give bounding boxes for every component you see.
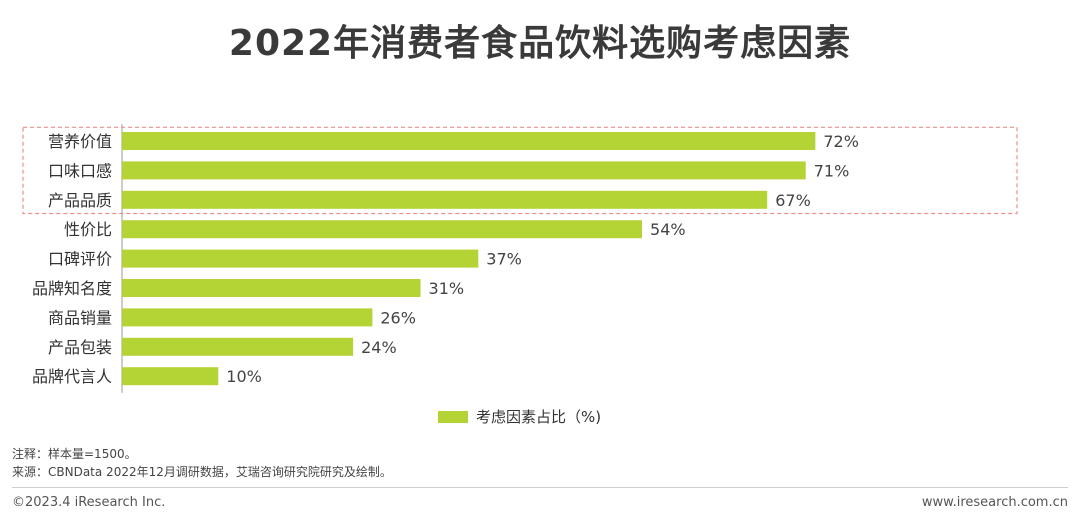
data-label: 72% (823, 132, 859, 151)
highlight-box (22, 126, 1018, 215)
chart-title: 2022年消费者食品饮料选购考虑因素 (228, 23, 852, 64)
notes: 注释：样本量=1500。 来源：CBNData 2022年12月调研数据，艾瑞咨… (12, 445, 392, 481)
category-label: 性价比 (64, 220, 112, 239)
footer-divider (12, 487, 1068, 488)
category-label: 商品销量 (48, 308, 112, 327)
legend-swatch (438, 410, 468, 423)
category-label: 品牌代言人 (32, 367, 112, 386)
legend-label: 考虑因素占比（%) (476, 408, 602, 426)
data-label: 71% (814, 161, 850, 180)
category-label: 口味口感 (48, 161, 112, 180)
legend: 考虑因素占比（%) (438, 406, 601, 427)
note-source: 来源：CBNData 2022年12月调研数据，艾瑞咨询研究院研究及绘制。 (12, 465, 392, 479)
data-label: 31% (429, 279, 465, 298)
bar (122, 161, 806, 180)
bar (122, 132, 816, 150)
data-label: 10% (226, 367, 262, 386)
category-label: 营养价值 (48, 132, 112, 151)
bar (122, 367, 219, 386)
data-label: 24% (361, 338, 397, 357)
category-label: 产品包装 (48, 338, 112, 357)
copyright: ©2023.4 iResearch Inc. (12, 495, 166, 510)
note-sample-size: 注释：样本量=1500。 (12, 447, 137, 461)
data-label: 54% (650, 220, 686, 239)
bar (122, 279, 421, 297)
bar (122, 308, 373, 327)
bar (122, 190, 768, 209)
data-label: 67% (775, 191, 811, 210)
category-label: 品牌知名度 (32, 279, 112, 298)
bar (122, 220, 643, 239)
bar (122, 337, 354, 356)
bar (122, 249, 479, 268)
data-label: 37% (486, 250, 522, 269)
category-label: 口碑评价 (48, 250, 112, 269)
category-label: 产品品质 (48, 191, 112, 210)
data-label: 26% (380, 308, 416, 327)
website: www.iresearch.com.cn (921, 495, 1068, 510)
